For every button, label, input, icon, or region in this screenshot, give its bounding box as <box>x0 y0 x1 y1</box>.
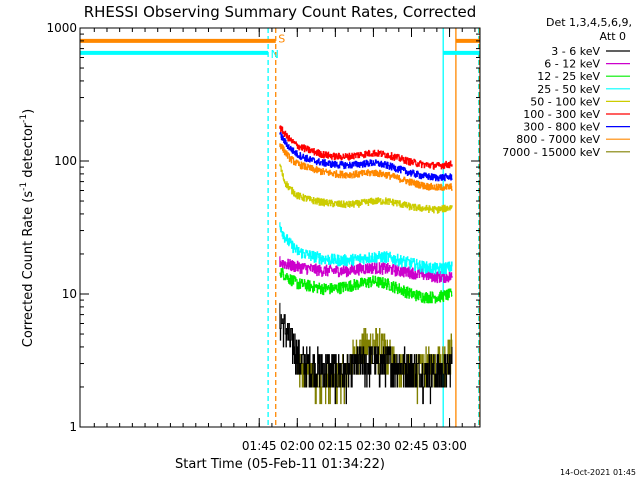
x-tick-label: 01:45 <box>242 439 277 453</box>
series-line <box>279 302 453 405</box>
series-line <box>279 131 453 182</box>
legend-label: 50 - 100 keV <box>530 95 600 108</box>
flag-label: N <box>271 48 279 61</box>
legend-header-detectors: Det 1,3,4,5,6,9, <box>546 16 632 29</box>
x-axis-label: Start Time (05-Feb-11 01:34:22) <box>175 457 385 472</box>
y-tick-label: 1 <box>69 420 77 434</box>
series-line <box>279 125 453 170</box>
x-tick-label: 02:45 <box>394 439 429 453</box>
y-tick-label: 100 <box>54 154 77 168</box>
x-tick-label: 02:15 <box>318 439 353 453</box>
legend-header-attenuator: Att 0 <box>600 30 626 43</box>
legend-label: 7000 - 15000 keV <box>502 146 600 159</box>
legend-label: 6 - 12 keV <box>544 58 600 71</box>
series-line <box>279 222 453 275</box>
y-axis-label: Corrected Count Rate (s-1 detector-1) <box>19 109 36 347</box>
legend-label: 800 - 7000 keV <box>516 133 600 146</box>
legend-label: 100 - 300 keV <box>523 108 600 121</box>
series-line <box>279 163 453 214</box>
chart-title: RHESSI Observing Summary Count Rates, Co… <box>84 3 477 21</box>
legend-label: 25 - 50 keV <box>537 83 600 96</box>
series-lines <box>279 125 453 405</box>
legend-label: 12 - 25 keV <box>537 70 600 83</box>
x-tick-label: 03:00 <box>432 439 467 453</box>
x-tick-label: 02:00 <box>280 439 315 453</box>
series-line <box>279 267 453 304</box>
y-tick-label: 1000 <box>46 21 77 35</box>
legend-label: 3 - 6 keV <box>551 45 600 58</box>
x-axis: 01:45 02:00 02:15 02:30 02:45 03:00 <box>93 28 476 453</box>
x-tick-label: 02:30 <box>356 439 391 453</box>
y-axis: 1 10 100 1000 <box>46 21 480 434</box>
series-line <box>279 143 453 191</box>
legend-label: 300 - 800 keV <box>523 121 600 134</box>
flag-bars: SN <box>80 32 480 61</box>
series-line <box>279 256 453 284</box>
footer-timestamp: 14-Oct-2021 01:45 <box>560 468 636 477</box>
y-tick-label: 10 <box>62 287 77 301</box>
flag-label: S <box>278 32 285 45</box>
plot-frame <box>79 27 481 428</box>
